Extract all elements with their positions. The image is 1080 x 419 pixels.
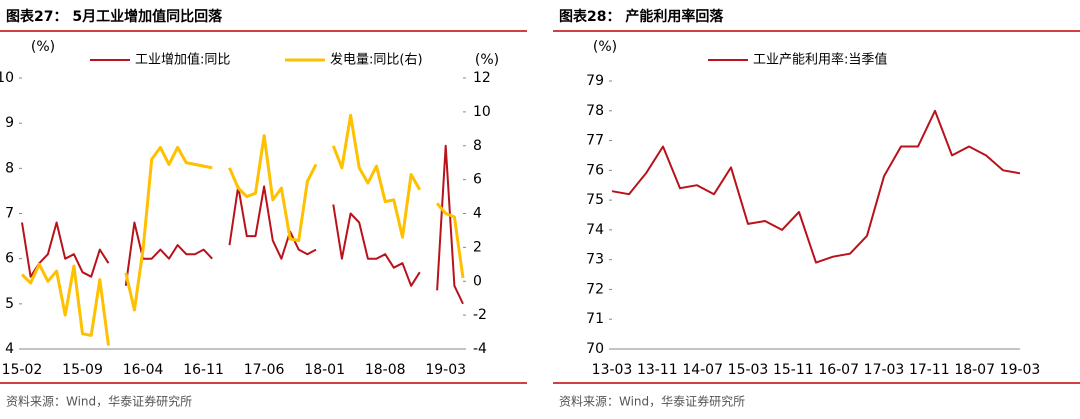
- x-tick-label: 15-02: [2, 362, 43, 378]
- y-tick-label: 10: [0, 70, 14, 86]
- y2-tick-label: 4: [473, 206, 482, 222]
- y2-tick-label: 2: [473, 239, 482, 255]
- y-tick-label: 7: [5, 206, 14, 222]
- legend-label: 工业增加值:同比: [135, 52, 230, 68]
- y-tick-label: 76: [586, 162, 604, 178]
- y-tick-label: 74: [586, 222, 604, 238]
- data-line: [21, 144, 464, 305]
- y-tick-label: 70: [586, 341, 604, 357]
- y-tick-label: 9: [5, 115, 14, 131]
- y-tick-label: 79: [586, 73, 604, 89]
- x-tick-label: 15-11: [773, 362, 814, 378]
- x-tick-label: 19-03: [1000, 362, 1041, 378]
- y-tick-label: 5: [5, 296, 14, 312]
- y-tick-label: 73: [586, 252, 604, 268]
- y2-axis-unit: (%): [475, 52, 499, 68]
- x-tick-label: 16-11: [183, 362, 224, 378]
- y-axis-unit: (%): [31, 39, 55, 55]
- data-line: [20, 113, 465, 346]
- x-tick-label: 17-06: [244, 362, 285, 378]
- x-tick-label: 15-03: [728, 362, 769, 378]
- x-tick-label: 14-07: [682, 362, 723, 378]
- y-tick-label: 6: [5, 251, 14, 267]
- x-tick-label: 15-09: [62, 362, 103, 378]
- data-line: [611, 109, 1021, 264]
- y-tick-label: 72: [586, 281, 604, 297]
- legend-label: 发电量:同比(右): [330, 52, 423, 68]
- y2-tick-label: 8: [473, 138, 482, 154]
- y2-tick-label: 10: [473, 104, 491, 120]
- x-tick-label: 19-03: [425, 362, 466, 378]
- chart-title: 图表28： 产能利用率回落: [559, 8, 724, 25]
- x-tick-label: 16-04: [123, 362, 164, 378]
- source-note: 资料来源：Wind，华泰证券研究所: [559, 394, 745, 409]
- y-tick-label: 71: [586, 311, 604, 327]
- x-tick-label: 17-11: [909, 362, 950, 378]
- x-tick-label: 17-03: [864, 362, 905, 378]
- y-axis-unit: (%): [593, 39, 617, 55]
- x-tick-label: 13-11: [637, 362, 678, 378]
- y2-tick-label: 0: [473, 273, 482, 289]
- y-tick-label: 78: [586, 103, 604, 119]
- x-tick-label: 18-07: [954, 362, 995, 378]
- y-tick-label: 4: [5, 341, 14, 357]
- y-tick-label: 75: [586, 192, 604, 208]
- x-tick-label: 18-08: [365, 362, 406, 378]
- x-tick-label: 13-03: [592, 362, 633, 378]
- source-note: 资料来源：Wind，华泰证券研究所: [6, 394, 192, 409]
- y2-tick-label: 12: [473, 70, 491, 86]
- y2-tick-label: -4: [473, 341, 487, 357]
- y-tick-label: 8: [5, 160, 14, 176]
- y2-tick-label: -2: [473, 307, 487, 323]
- legend-label: 工业产能利用率:当季值: [753, 52, 887, 68]
- y2-tick-label: 6: [473, 172, 482, 188]
- y-tick-label: 77: [586, 133, 604, 149]
- chart-title: 图表27： 5月工业增加值同比回落: [6, 8, 223, 25]
- x-tick-label: 16-07: [818, 362, 859, 378]
- x-tick-label: 18-01: [304, 362, 345, 378]
